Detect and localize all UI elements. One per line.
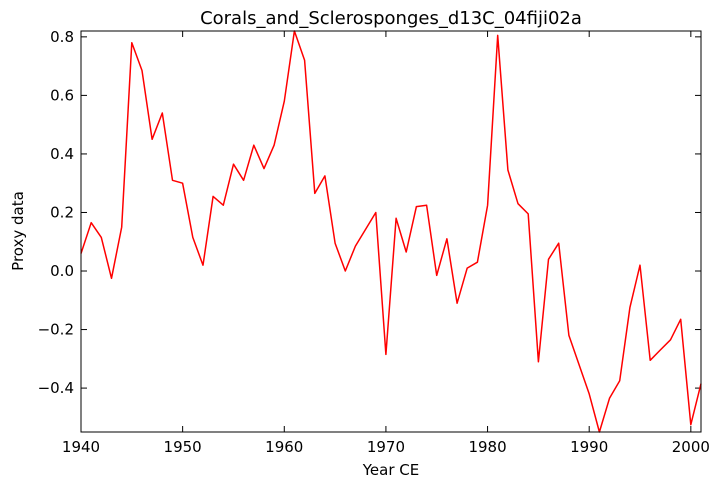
tick-labels: 1940 1950 1960 1970 1980 1990 2000 −0.4 −0.2 0.0 0… (38, 28, 710, 456)
x-tick-label: 1970 (367, 438, 405, 456)
y-axis-label: Proxy data (9, 191, 27, 271)
x-tick-label: 1940 (62, 438, 100, 456)
x-tick-label: 1990 (570, 438, 608, 456)
series-line (80, 30, 702, 433)
x-tick-label: 2000 (672, 438, 710, 456)
y-tick-label: −0.2 (38, 321, 74, 339)
x-tick-label: 1980 (468, 438, 506, 456)
axis-ticks (80, 31, 701, 432)
x-tick-label: 1950 (164, 438, 202, 456)
x-axis-label: Year CE (362, 461, 419, 479)
y-tick-label: 0.2 (50, 203, 74, 221)
chart-title: Corals_and_Sclerosponges_d13C_04fiji02a (200, 8, 582, 29)
y-tick-label: 0.0 (50, 262, 74, 280)
x-tick-label: 1960 (265, 438, 303, 456)
y-tick-label: 0.8 (50, 28, 74, 46)
y-tick-label: −0.4 (38, 379, 74, 397)
plot-area (81, 31, 701, 432)
plot-frame (80, 30, 702, 433)
y-tick-label: 0.4 (50, 145, 74, 163)
y-tick-label: 0.6 (50, 86, 74, 104)
